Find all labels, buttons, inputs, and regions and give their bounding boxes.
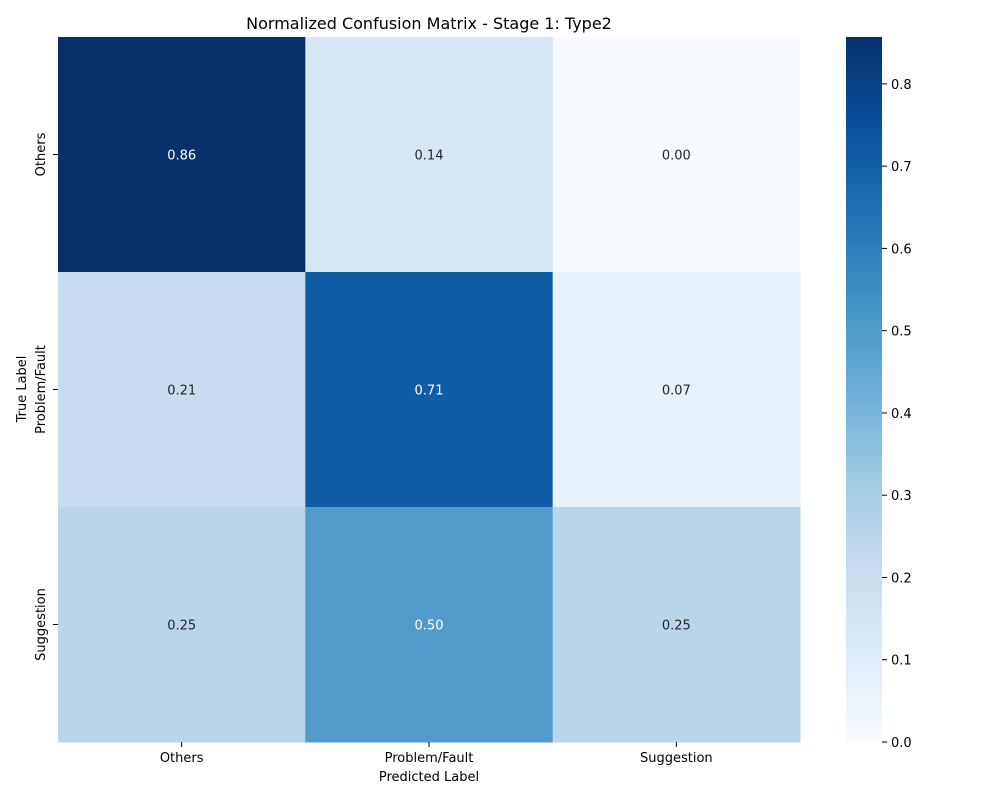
y-tick-label: Suggestion — [34, 588, 49, 661]
x-tick-label: Others — [160, 751, 204, 766]
colorbar-tick-label: 0.3 — [891, 489, 912, 504]
cell-value-label: 0.14 — [415, 149, 444, 164]
colorbar-tick-label: 0.1 — [891, 654, 912, 669]
heatmap-cell — [552, 507, 801, 743]
y-tick-label: Others — [34, 132, 49, 176]
x-axis-label: Predicted Label — [379, 770, 479, 785]
cell-value-label: 0.25 — [662, 619, 691, 634]
colorbar-tick-label: 0.4 — [891, 407, 912, 422]
cell-value-label: 0.71 — [415, 384, 444, 399]
heatmap-cell — [305, 37, 554, 273]
colorbar-tick-label: 0.6 — [891, 242, 912, 257]
heatmap-cell — [58, 272, 306, 508]
cell-value-label: 0.25 — [167, 619, 196, 634]
colorbar-tick-label: 0.5 — [891, 325, 912, 340]
cell-value-label: 0.86 — [167, 149, 196, 164]
colorbar — [846, 37, 882, 742]
heatmap-cell — [58, 37, 306, 273]
colorbar-ticks: 0.0 0.1 0.2 0.3 0.4 0.5 0.6 0.7 0.8 — [882, 78, 912, 751]
cell-value-label: 0.00 — [662, 149, 691, 164]
colorbar-tick-label: 0.0 — [891, 736, 912, 751]
chart-title: Normalized Confusion Matrix - Stage 1: T… — [246, 14, 612, 33]
heatmap-cell — [552, 37, 801, 273]
cell-value-label: 0.07 — [662, 384, 691, 399]
x-tick-label: Problem/Fault — [385, 751, 474, 766]
heatmap-cell — [305, 507, 554, 743]
cell-value-label: 0.50 — [415, 619, 444, 634]
y-axis-ticks: Others Problem/Fault Suggestion — [34, 132, 58, 661]
y-tick-label: Problem/Fault — [34, 345, 49, 434]
heatmap-cell — [305, 272, 554, 508]
y-axis-label: True Label — [15, 356, 30, 424]
x-axis-ticks: Others Problem/Fault Suggestion — [160, 742, 713, 766]
heatmap-cells: 0.86 0.14 0.00 0.21 0.71 0.07 0.25 0.50 0.25 — [58, 37, 801, 743]
colorbar-tick-label: 0.7 — [891, 160, 912, 175]
colorbar-tick-label: 0.2 — [891, 571, 912, 586]
heatmap-cell — [58, 507, 306, 743]
x-tick-label: Suggestion — [640, 751, 713, 766]
colorbar-tick-label: 0.8 — [891, 78, 912, 93]
cell-value-label: 0.21 — [167, 384, 196, 399]
heatmap-cell — [552, 272, 801, 508]
